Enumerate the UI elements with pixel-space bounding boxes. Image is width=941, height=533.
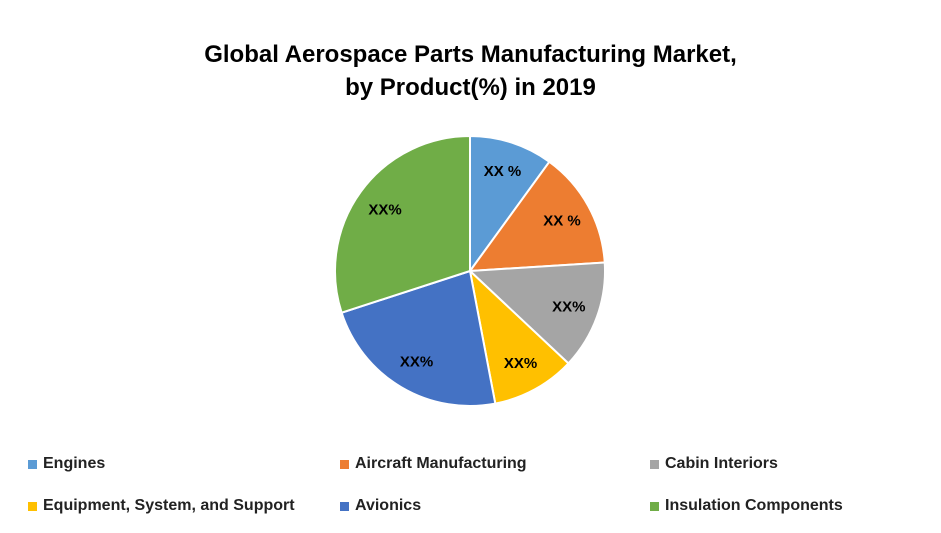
data-label: XX % (543, 212, 581, 229)
legend-swatch (340, 459, 349, 469)
data-label: XX% (504, 355, 537, 372)
legend-swatch (650, 501, 659, 511)
legend-label: Aircraft Manufacturing (355, 455, 527, 472)
legend-swatch (340, 501, 349, 511)
chart-title-line-2: by Product(%) in 2019 (345, 74, 596, 101)
legend-swatch (650, 459, 659, 469)
legend-swatch (28, 459, 37, 469)
data-label: XX% (368, 201, 401, 218)
pie-slice-cabin-interiors (467, 261, 606, 365)
data-label: XX% (552, 299, 585, 316)
legend-item: Engines (28, 455, 105, 473)
legend-label: Insulation Components (665, 497, 843, 514)
legend-item: Cabin Interiors (650, 455, 778, 473)
data-label: XX % (484, 163, 522, 180)
legend-item: Equipment, System, and Support (28, 497, 295, 515)
data-label: XX% (400, 353, 433, 370)
pie-slice-avionics (340, 269, 497, 407)
legend-item: Avionics (340, 497, 421, 515)
legend-item: Aircraft Manufacturing (340, 455, 527, 473)
legend-swatch (28, 501, 37, 511)
legend-label: Equipment, System, and Support (43, 497, 295, 514)
pie-slice-engines (469, 134, 551, 275)
legend-item: Insulation Components (650, 497, 843, 515)
pie-slice-equipment-system-and-support (468, 268, 570, 405)
legend-label: Cabin Interiors (665, 455, 778, 472)
legend-label: Engines (43, 455, 106, 472)
pie-slice-aircraft-manufacturing (467, 160, 606, 273)
legend-label: Avionics (355, 497, 422, 514)
pie-slice-insulation-components (334, 134, 471, 314)
chart-title-line-1: Global Aerospace Parts Manufacturing Mar… (204, 41, 737, 68)
